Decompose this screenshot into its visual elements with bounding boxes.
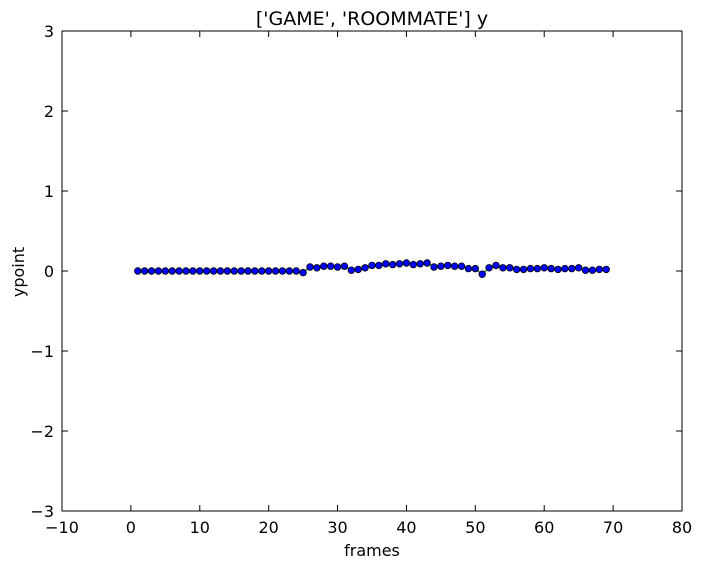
- data-point: [313, 264, 321, 272]
- data-point: [154, 267, 163, 275]
- data-point: [168, 267, 176, 275]
- data-point: [161, 267, 170, 275]
- data-point: [299, 268, 307, 277]
- data-point: [409, 260, 418, 269]
- data-point: [388, 260, 397, 269]
- data-point: [568, 264, 576, 273]
- data-point: [326, 262, 335, 270]
- data-point: [554, 265, 562, 274]
- data-point: [478, 270, 486, 278]
- data-point: [485, 264, 493, 272]
- data-point: [271, 267, 280, 275]
- data-point: [540, 264, 548, 272]
- data-point: [147, 267, 156, 275]
- data-point: [196, 267, 204, 275]
- data-point: [134, 267, 142, 275]
- x-tick-label: 10: [190, 518, 210, 537]
- x-tick-label: 40: [396, 518, 416, 537]
- data-point: [340, 262, 349, 270]
- data-point: [430, 263, 438, 271]
- data-point: [602, 265, 610, 274]
- data-point: [402, 259, 411, 267]
- data-point: [437, 262, 445, 270]
- data-point: [320, 262, 328, 270]
- data-point: [382, 260, 390, 268]
- data-point: [533, 264, 542, 273]
- data-point: [189, 267, 197, 275]
- data-point: [285, 267, 294, 275]
- data-point: [347, 266, 356, 274]
- data-point: [175, 267, 183, 275]
- data-point: [423, 259, 431, 267]
- data-point: [499, 264, 507, 272]
- data-point: [368, 261, 376, 270]
- x-tick-label: −10: [45, 518, 79, 537]
- data-point: [361, 264, 369, 272]
- data-point: [526, 264, 535, 273]
- data-point: [292, 267, 300, 275]
- data-point: [395, 260, 404, 268]
- y-tick-label: 0: [44, 262, 54, 281]
- data-point: [519, 265, 528, 274]
- data-point: [588, 266, 597, 274]
- data-point: [251, 267, 259, 275]
- data-point: [140, 267, 149, 275]
- data-point: [202, 267, 211, 275]
- data-point: [416, 260, 424, 268]
- y-tick-label: −2: [30, 422, 54, 441]
- y-tick-label: 1: [44, 182, 54, 201]
- y-tick-label: 3: [44, 22, 54, 41]
- data-point: [595, 265, 604, 274]
- x-tick-label: 30: [327, 518, 347, 537]
- x-tick-label: 50: [465, 518, 485, 537]
- data-point: [464, 264, 473, 273]
- data-point: [444, 261, 452, 270]
- data-point: [216, 267, 225, 275]
- data-point: [182, 267, 190, 275]
- plot-frame: [61, 30, 683, 512]
- data-point: [574, 264, 583, 272]
- data-point: [506, 264, 514, 272]
- data-point: [512, 265, 521, 274]
- y-axis-label: ypoint: [9, 247, 28, 297]
- data-point: [230, 267, 238, 275]
- data-point: [375, 261, 383, 270]
- data-point: [237, 267, 245, 275]
- data-point: [450, 262, 459, 270]
- y-tick-label: 2: [44, 102, 54, 121]
- chart-title: ['GAME', 'ROOMMATE'] y: [256, 8, 488, 30]
- series-points-group: [134, 259, 610, 278]
- data-point: [244, 267, 252, 275]
- data-point: [471, 264, 480, 273]
- x-tick-label: 70: [603, 518, 623, 537]
- y-tick-label: −1: [30, 342, 54, 361]
- data-point: [223, 267, 232, 275]
- data-point: [561, 264, 569, 273]
- data-point: [209, 267, 218, 275]
- data-point: [547, 264, 555, 273]
- data-point: [581, 266, 590, 274]
- data-point: [333, 263, 342, 271]
- data-point: [258, 267, 266, 275]
- data-point: [354, 265, 362, 274]
- data-point: [278, 267, 287, 275]
- data-point: [306, 263, 314, 271]
- x-axis-label: frames: [344, 541, 400, 560]
- y-tick-label: −3: [30, 502, 54, 521]
- data-point: [264, 267, 273, 275]
- x-tick-label: 20: [258, 518, 278, 537]
- x-tick-label: 80: [672, 518, 692, 537]
- data-point: [457, 262, 466, 270]
- x-tick-label: 60: [534, 518, 554, 537]
- data-point: [492, 261, 500, 270]
- x-tick-label: 0: [126, 518, 136, 537]
